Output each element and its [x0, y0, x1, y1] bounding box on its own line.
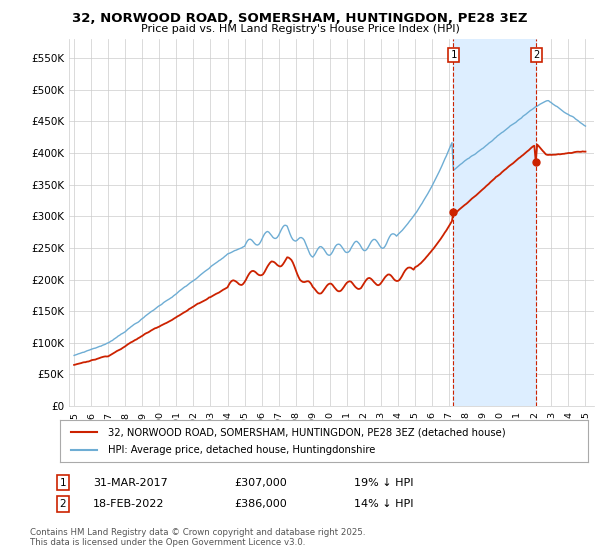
Text: 19% ↓ HPI: 19% ↓ HPI — [354, 478, 413, 488]
Bar — [454, 39, 536, 406]
Text: 18-FEB-2022: 18-FEB-2022 — [93, 499, 164, 509]
Text: £307,000: £307,000 — [234, 478, 287, 488]
Text: 2: 2 — [59, 499, 67, 509]
Text: 32, NORWOOD ROAD, SOMERSHAM, HUNTINGDON, PE28 3EZ: 32, NORWOOD ROAD, SOMERSHAM, HUNTINGDON,… — [72, 12, 528, 25]
Text: 14% ↓ HPI: 14% ↓ HPI — [354, 499, 413, 509]
Text: Price paid vs. HM Land Registry's House Price Index (HPI): Price paid vs. HM Land Registry's House … — [140, 24, 460, 34]
Text: 1: 1 — [450, 50, 457, 60]
Text: 2: 2 — [533, 50, 539, 60]
Text: HPI: Average price, detached house, Huntingdonshire: HPI: Average price, detached house, Hunt… — [107, 445, 375, 455]
Text: 31-MAR-2017: 31-MAR-2017 — [93, 478, 168, 488]
Text: 32, NORWOOD ROAD, SOMERSHAM, HUNTINGDON, PE28 3EZ (detached house): 32, NORWOOD ROAD, SOMERSHAM, HUNTINGDON,… — [107, 428, 505, 437]
Text: 1: 1 — [59, 478, 67, 488]
Text: £386,000: £386,000 — [234, 499, 287, 509]
Text: Contains HM Land Registry data © Crown copyright and database right 2025.
This d: Contains HM Land Registry data © Crown c… — [30, 528, 365, 547]
